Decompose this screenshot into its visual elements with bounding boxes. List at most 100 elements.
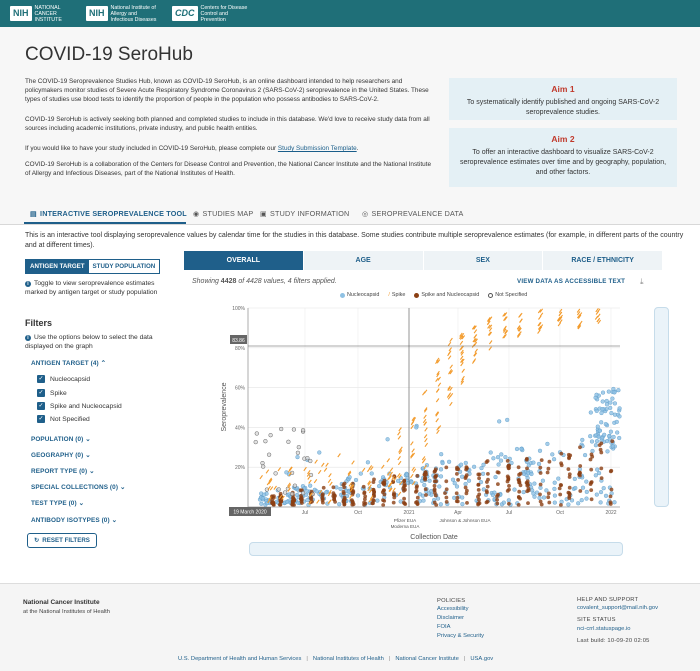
data-point-spike-nucleocapsid[interactable] bbox=[609, 487, 614, 492]
data-point-spike[interactable] bbox=[596, 317, 601, 323]
data-point-spike[interactable] bbox=[437, 376, 441, 381]
data-point-nucleocapsid[interactable] bbox=[597, 471, 602, 476]
data-point-spike-nucleocapsid[interactable] bbox=[566, 467, 571, 471]
data-point-nucleocapsid[interactable] bbox=[611, 386, 616, 392]
data-point-spike[interactable] bbox=[287, 482, 291, 487]
data-point-spike-nucleocapsid[interactable] bbox=[291, 496, 295, 500]
data-point-spike[interactable] bbox=[259, 474, 263, 480]
data-point-spike[interactable] bbox=[349, 484, 354, 489]
data-point-nucleocapsid[interactable] bbox=[538, 485, 543, 490]
data-point-nucleocapsid[interactable] bbox=[463, 481, 468, 487]
data-point-spike-nucleocapsid[interactable] bbox=[476, 472, 481, 477]
data-point-spike[interactable] bbox=[367, 481, 372, 486]
data-point-spike[interactable] bbox=[558, 311, 563, 316]
data-point-not-specified[interactable] bbox=[253, 440, 258, 445]
data-point-spike-nucleocapsid[interactable] bbox=[381, 503, 386, 507]
data-point-spike-nucleocapsid[interactable] bbox=[589, 488, 594, 492]
data-point-nucleocapsid[interactable] bbox=[559, 499, 564, 504]
data-point-spike[interactable] bbox=[268, 479, 272, 485]
graph-tab-race-ethnicity[interactable]: RACE / ETHNICITY bbox=[543, 251, 663, 270]
data-point-nucleocapsid[interactable] bbox=[490, 492, 495, 498]
data-point-spike[interactable] bbox=[367, 480, 371, 485]
data-point-nucleocapsid[interactable] bbox=[611, 434, 616, 440]
data-point-spike-nucleocapsid[interactable] bbox=[433, 475, 438, 480]
data-point-spike[interactable] bbox=[316, 499, 320, 504]
data-point-nucleocapsid[interactable] bbox=[295, 455, 300, 460]
tab-studies-map[interactable]: ◉ STUDIES MAP bbox=[193, 209, 254, 218]
data-point-nucleocapsid[interactable] bbox=[609, 410, 614, 416]
data-point-spike[interactable] bbox=[321, 462, 325, 467]
data-point-spike[interactable] bbox=[461, 358, 465, 363]
data-point-spike-nucleocapsid[interactable] bbox=[538, 471, 543, 475]
data-point-spike-nucleocapsid[interactable] bbox=[538, 492, 542, 497]
data-point-nucleocapsid[interactable] bbox=[460, 502, 465, 507]
legend-item[interactable]: Not Specified bbox=[488, 292, 527, 298]
data-point-spike[interactable] bbox=[327, 478, 332, 484]
data-point-nucleocapsid[interactable] bbox=[593, 473, 598, 478]
data-point-spike-nucleocapsid[interactable] bbox=[546, 466, 551, 471]
data-point-spike[interactable] bbox=[461, 335, 466, 340]
data-point-nucleocapsid[interactable] bbox=[488, 450, 493, 455]
data-point-spike[interactable] bbox=[435, 411, 439, 416]
data-point-spike-nucleocapsid[interactable] bbox=[590, 454, 595, 459]
data-point-spike-nucleocapsid[interactable] bbox=[423, 487, 428, 492]
data-point-nucleocapsid[interactable] bbox=[493, 475, 498, 480]
data-point-spike[interactable] bbox=[447, 385, 451, 390]
filter-group-antibody-isotypes[interactable]: ANTIBODY ISOTYPES (0) ⌄ bbox=[31, 517, 118, 524]
data-point-spike[interactable] bbox=[447, 386, 451, 392]
data-point-spike[interactable] bbox=[460, 345, 464, 350]
data-point-spike[interactable] bbox=[449, 386, 453, 392]
data-point-not-specified[interactable] bbox=[300, 428, 306, 433]
data-point-spike[interactable] bbox=[268, 477, 273, 482]
data-point-spike[interactable] bbox=[398, 474, 402, 479]
data-point-spike-nucleocapsid[interactable] bbox=[547, 459, 552, 464]
data-point-spike[interactable] bbox=[265, 469, 270, 474]
data-point-spike[interactable] bbox=[303, 466, 307, 472]
data-point-spike[interactable] bbox=[488, 340, 493, 345]
data-point-spike[interactable] bbox=[577, 324, 581, 329]
data-point-nucleocapsid[interactable] bbox=[506, 498, 511, 503]
footer-link-foia[interactable]: FOIA bbox=[437, 624, 451, 630]
data-point-spike[interactable] bbox=[328, 489, 332, 495]
data-point-nucleocapsid[interactable] bbox=[308, 483, 313, 488]
data-point-not-specified[interactable] bbox=[279, 426, 284, 432]
filter-group-population[interactable]: POPULATION (0) ⌄ bbox=[31, 436, 91, 443]
data-point-spike-nucleocapsid[interactable] bbox=[568, 453, 573, 458]
data-point-nucleocapsid[interactable] bbox=[427, 478, 432, 483]
data-point-spike[interactable] bbox=[423, 421, 427, 426]
data-point-not-specified[interactable] bbox=[286, 439, 291, 444]
data-point-nucleocapsid[interactable] bbox=[594, 392, 599, 397]
data-point-nucleocapsid[interactable] bbox=[612, 401, 617, 406]
data-point-spike[interactable] bbox=[518, 327, 522, 332]
data-point-spike-nucleocapsid[interactable] bbox=[538, 482, 543, 487]
data-point-spike-nucleocapsid[interactable] bbox=[477, 497, 481, 502]
data-point-spike-nucleocapsid[interactable] bbox=[578, 445, 582, 450]
data-point-spike[interactable] bbox=[488, 346, 492, 351]
reset-filters-button[interactable]: ↻ RESET FILTERS bbox=[27, 533, 97, 548]
data-point-spike[interactable] bbox=[447, 341, 452, 347]
data-point-spike-nucleocapsid[interactable] bbox=[382, 499, 387, 503]
data-point-spike-nucleocapsid[interactable] bbox=[432, 483, 437, 488]
data-point-nucleocapsid[interactable] bbox=[521, 471, 526, 476]
data-point-nucleocapsid[interactable] bbox=[588, 434, 593, 439]
data-point-spike-nucleocapsid[interactable] bbox=[477, 476, 481, 481]
data-point-nucleocapsid[interactable] bbox=[478, 480, 484, 485]
data-point-spike[interactable] bbox=[398, 427, 402, 432]
filter-group-geography[interactable]: GEOGRAPHY (0) ⌄ bbox=[31, 452, 91, 459]
data-point-spike-nucleocapsid[interactable] bbox=[525, 479, 530, 484]
data-point-spike[interactable] bbox=[461, 368, 465, 373]
data-point-spike[interactable] bbox=[397, 435, 402, 440]
data-point-spike[interactable] bbox=[349, 487, 354, 492]
data-point-spike-nucleocapsid[interactable] bbox=[371, 480, 376, 484]
data-point-spike-nucleocapsid[interactable] bbox=[525, 489, 530, 494]
data-point-nucleocapsid[interactable] bbox=[573, 485, 578, 491]
data-point-not-specified[interactable] bbox=[292, 483, 297, 488]
data-point-spike[interactable] bbox=[436, 372, 440, 378]
data-point-spike[interactable] bbox=[397, 431, 401, 436]
data-point-not-specified[interactable] bbox=[282, 490, 288, 495]
data-point-spike-nucleocapsid[interactable] bbox=[300, 501, 304, 505]
data-point-spike[interactable] bbox=[307, 469, 311, 475]
data-point-spike-nucleocapsid[interactable] bbox=[333, 500, 337, 504]
data-point-spike-nucleocapsid[interactable] bbox=[455, 472, 459, 476]
data-point-spike[interactable] bbox=[503, 316, 507, 322]
